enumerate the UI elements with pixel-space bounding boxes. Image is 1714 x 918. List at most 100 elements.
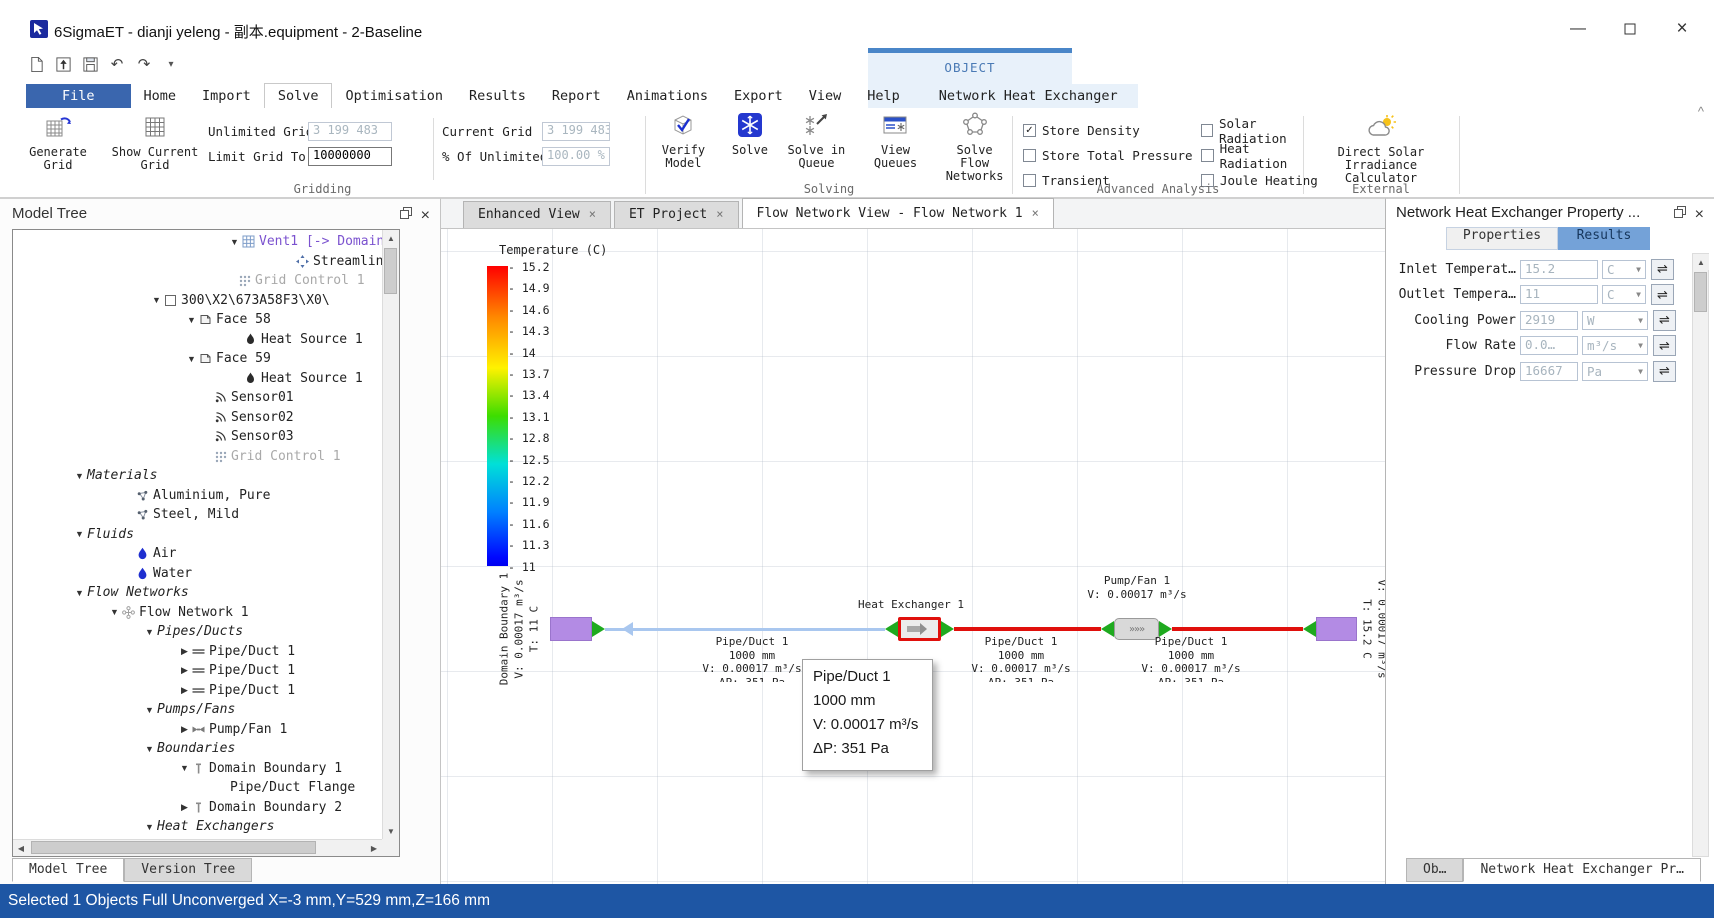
qat-menu-caret-icon[interactable]: ▾ <box>168 58 174 70</box>
tree-item[interactable]: Grid Control 1 <box>13 447 382 467</box>
ribbon-tab-network-heat-exchanger[interactable]: Network Heat Exchanger <box>918 84 1138 108</box>
view-tab-enhanced-view[interactable]: Enhanced View × <box>463 201 611 228</box>
tab-version-tree[interactable]: Version Tree <box>124 858 253 882</box>
tree-item[interactable]: Grid Control 1 <box>13 271 382 291</box>
expand-arrow-icon[interactable]: ▼ <box>152 295 161 306</box>
ribbon-collapse-button[interactable]: ^ <box>1697 104 1704 119</box>
expand-arrow-icon[interactable]: ▼ <box>75 529 84 540</box>
ribbon-tab-solve[interactable]: Solve <box>263 83 333 108</box>
tree-item[interactable]: ▼ Materials <box>13 466 382 486</box>
ribbon-tab-optimisation[interactable]: Optimisation <box>345 88 443 104</box>
scroll-down-icon[interactable]: ▼ <box>383 823 399 839</box>
ribbon-tab-report[interactable]: Report <box>551 88 601 104</box>
tree-item[interactable]: ▼ Flow Networks <box>13 583 382 603</box>
field-value[interactable]: 15.2 <box>1520 259 1598 279</box>
scroll-right-icon[interactable]: ▶ <box>366 840 382 856</box>
solve-flow-networks-button[interactable]: Solve Flow Networks <box>937 112 1012 183</box>
tree-item[interactable]: Air <box>13 544 382 564</box>
tree-item[interactable]: ▼ 300\X2\673A58F3\X0\ <box>13 291 382 311</box>
field-value[interactable]: 0.0… <box>1520 336 1578 355</box>
flow-network-canvas[interactable]: Temperature (C) - 15.2 - 14.9 - 14.6 - 14.3… <box>441 229 1385 884</box>
expand-arrow-icon[interactable]: ▼ <box>145 743 154 754</box>
tree-item[interactable]: ▼ Vent1 [-> Domain B <box>13 232 382 252</box>
joule-heating-checkbox[interactable]: Joule Heating <box>1201 168 1321 193</box>
generate-grid-button[interactable]: Generate Grid <box>18 114 98 172</box>
show-current-grid-button[interactable]: Show Current Grid <box>102 114 208 172</box>
view-queues-button[interactable]: View Queues <box>860 112 931 170</box>
expand-arrow-icon[interactable]: ▶ <box>181 665 188 676</box>
tree-item[interactable]: Water <box>13 564 382 584</box>
unit-dropdown[interactable]: W ▼ <box>1582 310 1648 330</box>
solve-button[interactable]: Solve <box>727 112 773 157</box>
close-panel-icon[interactable]: × <box>1694 205 1704 223</box>
tree-horizontal-scrollbar[interactable]: ◀ ▶ <box>13 839 382 856</box>
expand-arrow-icon[interactable]: ▼ <box>187 314 196 325</box>
ribbon-tab-export[interactable]: Export <box>733 88 783 104</box>
domain-boundary-1-node[interactable] <box>550 617 592 641</box>
expand-arrow-icon[interactable]: ▼ <box>145 626 154 637</box>
tab-ob-[interactable]: Ob… <box>1406 858 1464 882</box>
solve-in-queue-button[interactable]: Solve in Queue <box>779 112 854 170</box>
store-total-pressure-checkbox[interactable]: Store Total Pressure <box>1023 143 1201 168</box>
expand-arrow-icon[interactable]: ▼ <box>75 470 84 481</box>
expand-arrow-icon[interactable]: ▶ <box>181 801 188 812</box>
verify-model-button[interactable]: Verify Model <box>646 112 721 170</box>
tree-item[interactable]: Pipe/Duct Flange <box>13 778 382 798</box>
tree-item[interactable]: ▼ Domain Boundary 1 <box>13 759 382 779</box>
field-value[interactable]: 11 <box>1520 285 1598 304</box>
scroll-left-icon[interactable]: ◀ <box>13 840 29 856</box>
pipe-duct-3-hot[interactable] <box>1172 627 1303 631</box>
tree-item[interactable]: ▼ Face 59 <box>13 349 382 369</box>
scroll-up-icon[interactable]: ▲ <box>1693 254 1709 270</box>
direct-solar-irradiance-button[interactable]: Direct Solar Irradiance Calculator <box>1311 114 1451 185</box>
expand-arrow-icon[interactable]: ▼ <box>75 587 84 598</box>
panel-vertical-scrollbar[interactable]: ▲ <box>1692 253 1709 857</box>
store-density-checkbox[interactable]: ✓ Store Density <box>1023 118 1201 143</box>
view-tab-et-project[interactable]: ET Project × <box>613 201 739 228</box>
ribbon-tab-results[interactable]: Results <box>469 88 526 104</box>
tree-item[interactable]: ▼ Heat Exchangers <box>13 817 382 837</box>
heat-exchanger-node[interactable] <box>898 617 941 641</box>
expand-arrow-icon[interactable]: ▼ <box>230 236 239 247</box>
tree-item[interactable]: Aluminium, Pure <box>13 486 382 506</box>
close-tab-icon[interactable]: × <box>716 207 724 221</box>
field-value[interactable]: 2919 <box>1520 310 1578 330</box>
swap-units-button[interactable]: ⇌ <box>1651 284 1674 305</box>
tab-properties[interactable]: Properties <box>1446 227 1558 250</box>
tree-item[interactable]: ▼ Pipes/Ducts <box>13 622 382 642</box>
expand-arrow-icon[interactable]: ▶ <box>181 723 188 734</box>
tree-item[interactable]: ▼ Flow Network 1 <box>13 603 382 623</box>
tree-item[interactable]: Sensor01 <box>13 388 382 408</box>
close-tab-icon[interactable]: × <box>1031 206 1039 220</box>
tree-item[interactable]: Steel, Mild <box>13 505 382 525</box>
heat-radiation-checkbox[interactable]: Heat Radiation <box>1201 141 1321 171</box>
tree-item[interactable]: Heat Source 1 <box>13 369 382 389</box>
transient-checkbox[interactable]: Transient <box>1023 168 1201 193</box>
pipe-duct-2-hot[interactable] <box>954 627 1101 631</box>
unit-dropdown[interactable]: Pa ▼ <box>1582 361 1648 381</box>
tree-item[interactable]: ▶ Pipe/Duct 1 <box>13 681 382 701</box>
tree-item[interactable]: Heat Source 1 <box>13 330 382 350</box>
tree-item[interactable]: ▼ Boundaries <box>13 739 382 759</box>
swap-units-button[interactable]: ⇌ <box>1653 335 1676 356</box>
tree-item[interactable]: ▼ Pumps/Fans <box>13 700 382 720</box>
tab-results[interactable]: Results <box>1558 227 1650 250</box>
new-document-icon[interactable] <box>26 54 46 74</box>
ribbon-tab-home[interactable]: Home <box>143 88 177 104</box>
tree-item[interactable]: Sensor02 <box>13 408 382 428</box>
solar-radiation-checkbox[interactable]: Solar Radiation <box>1201 116 1321 146</box>
unit-dropdown[interactable]: m³/s ▼ <box>1582 336 1648 355</box>
save-icon[interactable] <box>80 54 100 74</box>
ribbon-tab-animations[interactable]: Animations <box>626 88 708 104</box>
view-tab-flow-network-view-flow-network-1[interactable]: Flow Network View - Flow Network 1 × <box>741 198 1054 228</box>
minimize-button[interactable]: — <box>1570 20 1586 37</box>
swap-units-button[interactable]: ⇌ <box>1651 258 1674 280</box>
expand-arrow-icon[interactable]: ▶ <box>181 645 188 656</box>
tree-item[interactable]: ▶ Pipe/Duct 1 <box>13 642 382 662</box>
swap-units-button[interactable]: ⇌ <box>1653 360 1676 382</box>
tree-item[interactable]: ▶ Pipe/Duct 1 <box>13 661 382 681</box>
unit-dropdown[interactable]: C ▼ <box>1602 259 1646 279</box>
undo-icon[interactable]: ↶ <box>110 56 124 73</box>
tree-item[interactable]: ▼ Fluids <box>13 525 382 545</box>
unlimited-grid-field[interactable]: 3 199 483 <box>308 121 392 141</box>
